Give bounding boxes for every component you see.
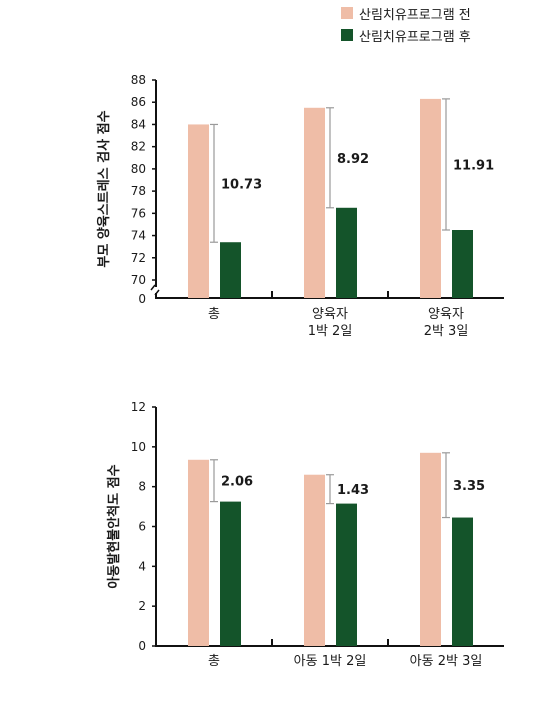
diff-label: 8.92 bbox=[337, 152, 369, 167]
bar-before bbox=[188, 124, 209, 298]
bar-before bbox=[420, 452, 441, 646]
y-tick-label: 8 bbox=[138, 480, 146, 494]
bar-after bbox=[452, 517, 473, 646]
y-tick-label: 76 bbox=[131, 206, 146, 220]
bar-before bbox=[304, 474, 325, 646]
y-tick-label: 12 bbox=[131, 400, 146, 414]
x-category-label: 1박 2일 bbox=[308, 324, 353, 339]
bar-after bbox=[336, 503, 357, 646]
chart-2: 0 2 4 6 8 10 12 아동발현불안척도 점수 2.06 총 1.43 아동 1박 2일 3.3… bbox=[106, 400, 504, 669]
bar-before bbox=[188, 459, 209, 646]
x-category-label: 아동 2박 3일 bbox=[410, 654, 483, 669]
x-category-label: 2박 3일 bbox=[424, 324, 469, 339]
x-category-label: 아동 1박 2일 bbox=[294, 654, 367, 669]
bar-after bbox=[220, 501, 241, 646]
chart-1: 70 72 74 76 78 80 82 84 86 88 0 부모 양육스트레스 검사 점수 10.7… bbox=[96, 73, 504, 339]
y-tick-label: 6 bbox=[138, 520, 146, 534]
y-tick-label: 78 bbox=[131, 184, 146, 198]
y-tick-label: 72 bbox=[131, 251, 146, 265]
y-tick-label: 2 bbox=[138, 599, 146, 613]
y-tick-label: 82 bbox=[131, 140, 146, 154]
legend-label-before: 산림치유프로그램 전 bbox=[359, 7, 471, 23]
y-tick-label: 10 bbox=[131, 440, 146, 454]
axis-break-mark bbox=[150, 284, 160, 296]
y-axis-label: 아동발현불안척도 점수 bbox=[106, 464, 122, 588]
y-tick-label: 86 bbox=[131, 95, 146, 109]
diff-label: 10.73 bbox=[221, 177, 262, 192]
y-tick-label: 0 bbox=[138, 639, 146, 653]
legend-item-after: 산림치유프로그램 후 bbox=[341, 26, 471, 45]
legend: 산림치유프로그램 전 산림치유프로그램 후 bbox=[341, 4, 471, 48]
y-tick-label: 88 bbox=[131, 73, 146, 87]
bar-before bbox=[420, 98, 441, 298]
legend-label-after: 산림치유프로그램 후 bbox=[359, 29, 471, 45]
legend-swatch-before bbox=[341, 7, 353, 19]
x-category-label: 총 bbox=[208, 654, 220, 669]
bar-after bbox=[452, 230, 473, 298]
y-axis-label: 부모 양육스트레스 검사 점수 bbox=[96, 110, 112, 267]
y-tick-label: 74 bbox=[131, 229, 146, 243]
y-tick-label: 84 bbox=[131, 117, 146, 131]
y-tick-label-zero: 0 bbox=[138, 292, 146, 306]
legend-swatch-after bbox=[341, 29, 353, 41]
y-tick-label: 80 bbox=[131, 162, 146, 176]
bar-before bbox=[304, 107, 325, 299]
diff-label: 2.06 bbox=[221, 475, 253, 490]
bar-after bbox=[220, 242, 241, 298]
diff-label: 1.43 bbox=[337, 483, 369, 498]
x-category-label: 양육자 bbox=[428, 307, 464, 322]
x-category-label: 총 bbox=[208, 307, 220, 322]
bar-after bbox=[336, 207, 357, 298]
legend-item-before: 산림치유프로그램 전 bbox=[341, 4, 471, 23]
x-category-label: 양육자 bbox=[312, 307, 348, 322]
diff-label: 11.91 bbox=[453, 158, 494, 173]
y-tick-label: 4 bbox=[138, 559, 146, 573]
diff-label: 3.35 bbox=[453, 479, 485, 494]
y-tick-label: 70 bbox=[131, 273, 146, 287]
